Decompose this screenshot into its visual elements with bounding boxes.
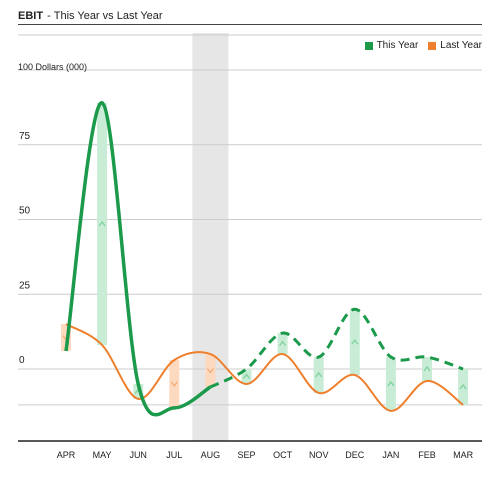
variance-chevron [351,339,359,345]
variance-chevron [387,380,395,387]
variance-bar [133,383,144,399]
variance-bar [277,333,288,355]
chart-subtitle: This Year vs Last Year [53,10,163,22]
variance-chevron [279,340,287,346]
series-line-last-year [65,323,464,412]
variance-bar [385,357,396,411]
variance-bar [169,360,180,408]
variance-chevron [242,373,251,379]
y-tick-label: 50 [19,206,31,217]
variance-chevron [459,383,467,390]
chart-title: EBIT [18,10,44,22]
variance-bar [458,369,469,405]
variance-bar [205,354,216,387]
x-tick-label: JAN [382,450,399,460]
x-tick-label: OCT [273,450,293,460]
x-tick-label: MAR [453,450,474,460]
x-tick-label: APR [57,450,76,460]
series-line-this-year-actual [64,101,212,417]
variance-bar [422,357,432,381]
legend-item-this-year[interactable]: This Year [364,40,419,51]
x-tick-label: FEB [418,450,436,460]
variance-chevron [423,365,431,372]
chart-header: EBIT - This Year vs Last Year [18,10,482,25]
x-tick-label: JUL [166,450,182,460]
variance-bar [313,357,324,393]
x-tick-label: JUN [129,450,147,460]
variance-chevron [315,371,323,378]
series-line-this-year-forecast [209,307,464,389]
y-tick-label: 0 [19,355,25,366]
legend-swatch-this-year [364,41,373,50]
x-tick-label: SEP [237,450,255,460]
title-separator: - [47,10,51,22]
x-tick-label: MAY [93,450,112,460]
x-tick-label: AUG [201,450,221,460]
variance-chevron [206,368,214,374]
legend-swatch-last-year [428,41,437,50]
variance-chevron [170,381,178,388]
legend-item-last-year[interactable]: Last Year [428,40,482,51]
variance-chevron [98,220,106,227]
legend: This Year Last Year [364,40,482,51]
variance-bar [241,369,252,384]
y-tick-label: 25 [19,280,31,291]
variance-bar [349,309,360,375]
y-axis-label: 100 Dollars (000) [18,62,88,72]
legend-label-last-year: Last Year [440,40,482,51]
legend-label-this-year: This Year [376,40,419,51]
variance-bar [97,102,108,346]
x-tick-label: DEC [345,450,365,460]
x-tick-label: NOV [309,450,329,460]
y-tick-label: 75 [19,131,31,142]
